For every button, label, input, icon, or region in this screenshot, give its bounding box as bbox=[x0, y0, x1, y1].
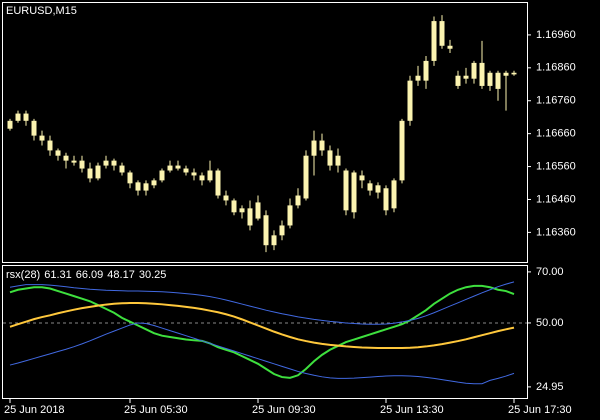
indicator-line bbox=[9, 281, 515, 325]
candle-body bbox=[375, 185, 381, 193]
candle-body bbox=[303, 155, 309, 199]
indicator-value: 48.17 bbox=[107, 269, 135, 281]
candle-body bbox=[71, 160, 77, 163]
candle-body bbox=[191, 172, 197, 176]
candle-body bbox=[319, 140, 325, 151]
candle-body bbox=[55, 150, 61, 156]
y-tick-label: 50.00 bbox=[536, 317, 564, 329]
y-tick-label: 1.16860 bbox=[536, 62, 576, 74]
candle-body bbox=[471, 62, 477, 79]
candle-body bbox=[327, 150, 333, 166]
y-tick-label: 1.16760 bbox=[536, 95, 576, 107]
candle-body bbox=[487, 72, 493, 86]
indicator-line bbox=[9, 322, 515, 385]
candle-body bbox=[431, 21, 437, 61]
indicator-value: 66.09 bbox=[76, 269, 104, 281]
candle-body bbox=[103, 160, 109, 166]
y-tick-label: 1.16960 bbox=[536, 29, 576, 41]
candle-body bbox=[151, 180, 157, 186]
candle-body bbox=[399, 120, 405, 181]
indicator-value: 30.25 bbox=[139, 269, 167, 281]
candle-body bbox=[87, 168, 93, 179]
y-tick-label: 1.16560 bbox=[536, 160, 576, 172]
candle-body bbox=[439, 21, 445, 46]
candle-body bbox=[423, 60, 429, 81]
candle-body bbox=[255, 202, 261, 219]
y-tick-label: 24.95 bbox=[536, 381, 564, 393]
candle-body bbox=[359, 175, 365, 181]
y-tick-label: 70.00 bbox=[536, 266, 564, 278]
candle-body bbox=[159, 170, 165, 181]
x-tick-label: 25 Jun 2018 bbox=[4, 404, 65, 416]
candle-body bbox=[239, 208, 245, 213]
y-tick-label: 1.16660 bbox=[536, 128, 576, 140]
candle-body bbox=[39, 135, 45, 141]
candle-body bbox=[215, 170, 221, 196]
candle-body bbox=[311, 140, 317, 156]
indicator-frame bbox=[2, 265, 528, 399]
candle-body bbox=[479, 62, 485, 86]
candle-body bbox=[287, 205, 293, 226]
y-tick-label: 1.16360 bbox=[536, 226, 576, 238]
candle-body bbox=[183, 168, 189, 173]
candle-body bbox=[495, 72, 501, 89]
candle-body bbox=[231, 200, 237, 213]
candle-body bbox=[23, 113, 29, 121]
candle-body bbox=[343, 170, 349, 211]
indicator-value: 61.31 bbox=[44, 269, 72, 281]
indicator-line bbox=[9, 302, 515, 349]
x-tick-label: 25 Jun 13:30 bbox=[380, 404, 444, 416]
indicator-name: rsx(28) bbox=[6, 269, 40, 281]
candle-body bbox=[15, 113, 21, 121]
candle-body bbox=[383, 188, 389, 211]
candle-body bbox=[47, 140, 53, 151]
indicator-line bbox=[9, 284, 515, 379]
candle-body bbox=[135, 182, 141, 191]
candle-body bbox=[127, 172, 133, 184]
chart-title: EURUSD,M15 bbox=[6, 5, 77, 17]
candle-body bbox=[391, 180, 397, 209]
candle-body bbox=[335, 155, 341, 166]
candle-body bbox=[79, 160, 85, 169]
main-frame bbox=[2, 2, 528, 263]
candle-body bbox=[199, 175, 205, 181]
candle-body bbox=[175, 165, 181, 169]
candle-body bbox=[455, 75, 461, 86]
candle-body bbox=[463, 75, 469, 79]
indicator-header: rsx(28) 61.31 66.09 48.17 30.25 bbox=[6, 269, 166, 281]
x-tick-label: 25 Jun 17:30 bbox=[508, 404, 572, 416]
candle-body bbox=[7, 120, 13, 129]
y-tick-label: 1.16460 bbox=[536, 193, 576, 205]
candle-body bbox=[223, 195, 229, 201]
candle-body bbox=[351, 172, 357, 213]
x-tick-label: 25 Jun 09:30 bbox=[252, 404, 316, 416]
candle-body bbox=[503, 72, 509, 76]
candle-body bbox=[279, 225, 285, 236]
candle-body bbox=[111, 160, 117, 166]
candle-body bbox=[31, 120, 37, 136]
candle-body bbox=[295, 195, 301, 206]
candle-body bbox=[367, 183, 373, 191]
candle-body bbox=[263, 215, 269, 246]
candle-body bbox=[447, 45, 453, 49]
candle-body bbox=[95, 165, 101, 179]
candle-body bbox=[63, 155, 69, 161]
candle-body bbox=[167, 165, 173, 171]
candle-body bbox=[143, 183, 149, 191]
candle-body bbox=[415, 75, 421, 81]
candle-body bbox=[511, 72, 517, 75]
candle-body bbox=[207, 170, 213, 181]
candle-body bbox=[271, 235, 277, 246]
candle-body bbox=[119, 165, 125, 173]
x-tick-label: 25 Jun 05:30 bbox=[124, 404, 188, 416]
candle-body bbox=[247, 208, 253, 226]
candle-body bbox=[407, 80, 413, 121]
